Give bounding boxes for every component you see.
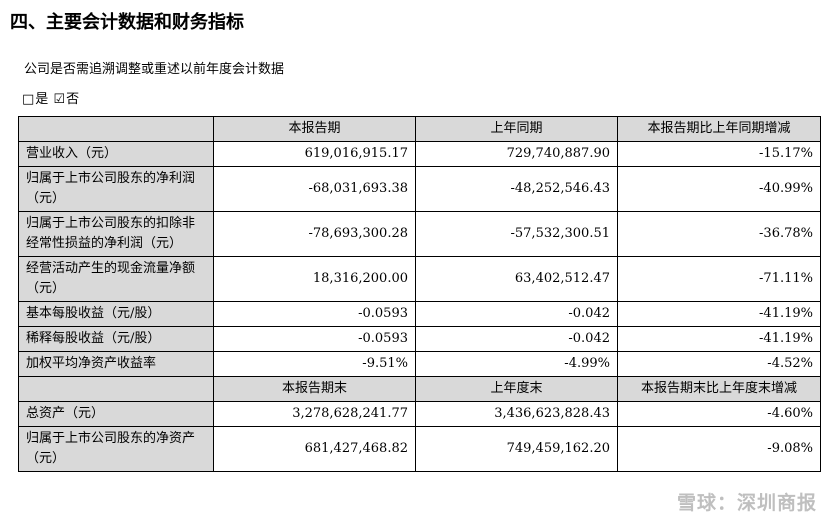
change-value: -71.11% [617, 256, 821, 302]
header-cell: 本报告期 [213, 116, 416, 142]
change-value: -9.08% [617, 426, 821, 472]
current-period-value: -0.0593 [213, 326, 416, 352]
prior-period-value: -48,252,546.43 [415, 166, 618, 212]
prior-year-end-value: 749,459,162.20 [415, 426, 618, 472]
row-label: 营业收入（元） [18, 141, 214, 167]
prior-period-value: 729,740,887.90 [415, 141, 618, 167]
row-label: 基本每股收益（元/股） [18, 301, 214, 327]
change-value: -4.60% [617, 401, 821, 427]
change-value: -41.19% [617, 301, 821, 327]
watermark: 雪球：深圳商报 [676, 492, 817, 514]
prior-period-value: -57,532,300.51 [415, 211, 618, 257]
prior-year-end-value: 3,436,623,828.43 [415, 401, 618, 427]
table-header-row: 本报告期末 上年度末 本报告期末比上年度末增减 [18, 376, 821, 402]
row-label: 归属于上市公司股东的净资产（元） [18, 426, 214, 472]
table-row: 营业收入（元） 619,016,915.17 729,740,887.90 -1… [18, 141, 821, 167]
prior-period-value: 63,402,512.47 [415, 256, 618, 302]
header-cell: 本报告期比上年同期增减 [617, 116, 821, 142]
row-label: 加权平均净资产收益率 [18, 351, 214, 377]
table-row: 归属于上市公司股东的扣除非经常性损益的净利润（元） -78,693,300.28… [18, 211, 821, 257]
current-period-value: -78,693,300.28 [213, 211, 416, 257]
no-checkbox: ☑ [53, 92, 66, 107]
table-row: 归属于上市公司股东的净利润（元） -68,031,693.38 -48,252,… [18, 166, 821, 212]
table-row: 稀释每股收益（元/股） -0.0593 -0.042 -41.19% [18, 326, 821, 352]
change-value: -4.52% [617, 351, 821, 377]
section-heading: 四、主要会计数据和财务指标 [10, 12, 244, 33]
header-cell: 本报告期末比上年度末增减 [617, 376, 821, 402]
current-period-value: -0.0593 [213, 301, 416, 327]
period-end-value: 681,427,468.82 [213, 426, 416, 472]
header-cell [18, 116, 214, 142]
row-label: 稀释每股收益（元/股） [18, 326, 214, 352]
row-label: 经营活动产生的现金流量净额（元） [18, 256, 214, 302]
prior-period-value: -0.042 [415, 301, 618, 327]
restatement-question: 公司是否需追溯调整或重述以前年度会计数据 [24, 62, 285, 77]
header-cell: 上年同期 [415, 116, 618, 142]
row-label: 归属于上市公司股东的净利润（元） [18, 166, 214, 212]
table-header-row: 本报告期 上年同期 本报告期比上年同期增减 [18, 116, 821, 142]
header-cell [18, 376, 214, 402]
table-row: 基本每股收益（元/股） -0.0593 -0.042 -41.19% [18, 301, 821, 327]
header-cell: 本报告期末 [213, 376, 416, 402]
change-value: -15.17% [617, 141, 821, 167]
change-value: -36.78% [617, 211, 821, 257]
table-row: 经营活动产生的现金流量净额（元） 18,316,200.00 63,402,51… [18, 256, 821, 302]
current-period-value: 18,316,200.00 [213, 256, 416, 302]
current-period-value: 619,016,915.17 [213, 141, 416, 167]
yes-checkbox: □ [22, 92, 35, 107]
prior-period-value: -4.99% [415, 351, 618, 377]
change-value: -40.99% [617, 166, 821, 212]
prior-period-value: -0.042 [415, 326, 618, 352]
restatement-answer: □是 ☑否 [22, 88, 80, 107]
yes-label: 是 [35, 92, 49, 107]
current-period-value: -68,031,693.38 [213, 166, 416, 212]
header-cell: 上年度末 [415, 376, 618, 402]
table-row: 归属于上市公司股东的净资产（元） 681,427,468.82 749,459,… [18, 426, 821, 472]
table-row: 总资产（元） 3,278,628,241.77 3,436,623,828.43… [18, 401, 821, 427]
row-label: 归属于上市公司股东的扣除非经常性损益的净利润（元） [18, 211, 214, 257]
change-value: -41.19% [617, 326, 821, 352]
no-label: 否 [66, 92, 80, 107]
financial-data-table: 本报告期 上年同期 本报告期比上年同期增减 营业收入（元） 619,016,91… [18, 116, 821, 472]
period-end-value: 3,278,628,241.77 [213, 401, 416, 427]
current-period-value: -9.51% [213, 351, 416, 377]
table-row: 加权平均净资产收益率 -9.51% -4.99% -4.52% [18, 351, 821, 377]
row-label: 总资产（元） [18, 401, 214, 427]
